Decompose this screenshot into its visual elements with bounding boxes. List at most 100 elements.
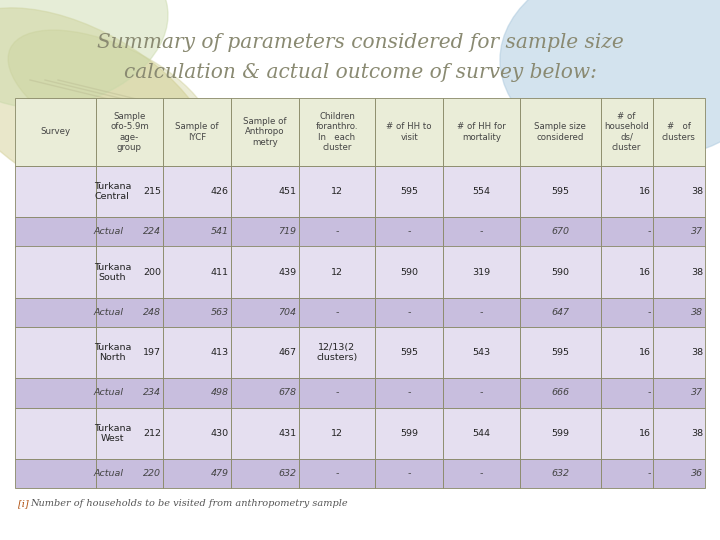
Text: Actual: Actual — [94, 469, 124, 478]
Text: 541: 541 — [211, 227, 229, 237]
Ellipse shape — [500, 0, 720, 160]
Bar — [653, 246, 705, 298]
Text: 647: 647 — [552, 308, 570, 317]
Ellipse shape — [0, 0, 168, 108]
Bar — [443, 218, 520, 246]
Bar — [299, 246, 375, 298]
Bar — [600, 379, 653, 408]
Text: 37: 37 — [691, 227, 703, 237]
Bar — [520, 327, 600, 379]
Text: 38: 38 — [691, 429, 703, 438]
Bar — [96, 298, 163, 327]
Bar — [600, 246, 653, 298]
Bar — [600, 218, 653, 246]
Bar — [231, 98, 299, 166]
Bar — [653, 408, 705, 459]
Text: Turkana
Central: Turkana Central — [94, 182, 131, 201]
Text: 543: 543 — [472, 348, 490, 357]
Text: -: - — [647, 469, 651, 478]
Bar — [15, 246, 96, 298]
Bar — [443, 298, 520, 327]
Bar — [299, 408, 375, 459]
Text: #   of
clusters: # of clusters — [662, 123, 696, 141]
Bar — [520, 166, 600, 218]
Bar — [299, 379, 375, 408]
Text: -: - — [336, 308, 338, 317]
Bar — [443, 379, 520, 408]
Text: 599: 599 — [552, 429, 570, 438]
Text: -: - — [408, 469, 411, 478]
Bar — [600, 327, 653, 379]
Text: 413: 413 — [211, 348, 229, 357]
Text: -: - — [647, 388, 651, 397]
Bar — [15, 408, 96, 459]
Text: 439: 439 — [279, 268, 297, 276]
Text: [i]: [i] — [18, 500, 29, 509]
Bar — [653, 459, 705, 488]
Bar — [375, 327, 443, 379]
Bar — [163, 166, 231, 218]
Bar — [520, 98, 600, 166]
Text: 595: 595 — [552, 187, 570, 196]
Text: 16: 16 — [639, 268, 651, 276]
Bar — [653, 166, 705, 218]
Text: 431: 431 — [279, 429, 297, 438]
Text: 467: 467 — [279, 348, 297, 357]
Bar — [299, 98, 375, 166]
Bar — [15, 327, 96, 379]
Bar — [375, 166, 443, 218]
Text: 319: 319 — [472, 268, 490, 276]
Bar — [375, 98, 443, 166]
Bar — [375, 298, 443, 327]
Text: 599: 599 — [400, 429, 418, 438]
Bar — [443, 408, 520, 459]
Text: Sample of
Anthropо
metry: Sample of Anthropо metry — [243, 117, 287, 146]
Bar — [96, 246, 163, 298]
Text: 670: 670 — [552, 227, 570, 237]
Bar — [375, 408, 443, 459]
Text: 38: 38 — [691, 348, 703, 357]
Text: -: - — [408, 227, 411, 237]
Bar — [231, 459, 299, 488]
Text: 200: 200 — [143, 268, 161, 276]
Text: 590: 590 — [400, 268, 418, 276]
Bar — [600, 408, 653, 459]
Text: 38: 38 — [691, 308, 703, 317]
Bar — [520, 218, 600, 246]
Text: # of
household
ds/
cluster: # of household ds/ cluster — [604, 112, 649, 152]
Bar — [375, 379, 443, 408]
Text: Children
foranthro.
In   each
cluster: Children foranthro. In each cluster — [315, 112, 358, 152]
Text: 12/13(2
clusters): 12/13(2 clusters) — [316, 343, 358, 362]
Text: # of HH for
mortality: # of HH for mortality — [457, 123, 505, 141]
Text: -: - — [480, 227, 483, 237]
Bar — [15, 166, 96, 218]
Text: 595: 595 — [400, 348, 418, 357]
Text: Actual: Actual — [94, 388, 124, 397]
Text: 37: 37 — [691, 388, 703, 397]
Text: Actual: Actual — [94, 227, 124, 237]
Bar — [600, 298, 653, 327]
Bar — [299, 218, 375, 246]
Text: -: - — [480, 469, 483, 478]
Text: Summary of parameters considered for sample size: Summary of parameters considered for sam… — [96, 32, 624, 51]
Text: Turkana
South: Turkana South — [94, 262, 131, 282]
Bar — [96, 459, 163, 488]
Text: 215: 215 — [143, 187, 161, 196]
Text: -: - — [480, 308, 483, 317]
Bar — [15, 379, 96, 408]
Bar — [443, 246, 520, 298]
Bar — [600, 166, 653, 218]
Text: 411: 411 — [211, 268, 229, 276]
Text: 248: 248 — [143, 308, 161, 317]
Bar — [96, 98, 163, 166]
Bar — [163, 298, 231, 327]
Text: 38: 38 — [691, 187, 703, 196]
Text: 563: 563 — [211, 308, 229, 317]
Text: -: - — [336, 388, 338, 397]
Bar — [96, 408, 163, 459]
Bar — [163, 218, 231, 246]
Bar — [231, 246, 299, 298]
Text: -: - — [336, 469, 338, 478]
Bar — [600, 459, 653, 488]
Bar — [299, 459, 375, 488]
